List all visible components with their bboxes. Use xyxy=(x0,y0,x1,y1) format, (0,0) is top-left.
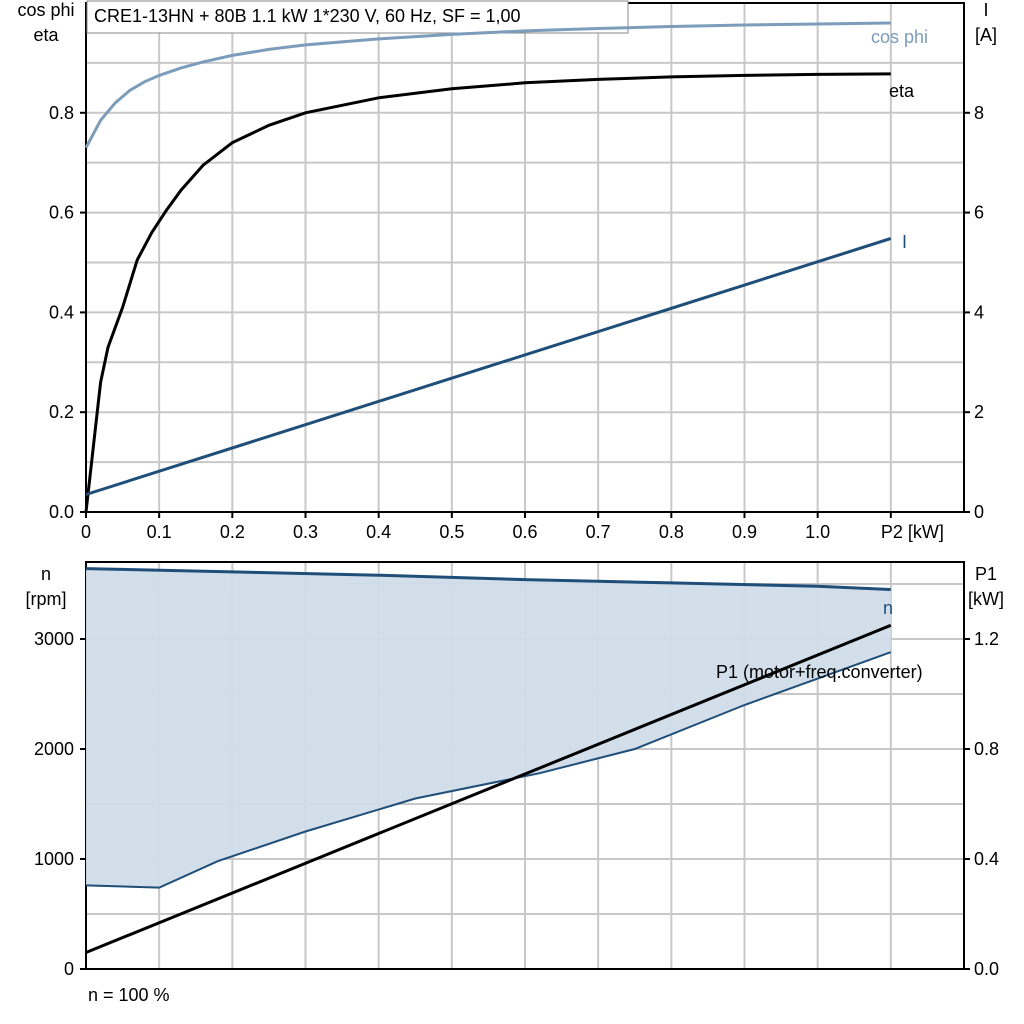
y-left-axis-label: n xyxy=(41,564,51,584)
series-label-eta: eta xyxy=(889,81,915,101)
x-tick-label: 0 xyxy=(81,522,91,542)
y-left-tick-label: 0.6 xyxy=(49,203,74,223)
series-line-n xyxy=(85,567,891,591)
y-left-tick-label: 3000 xyxy=(34,629,74,649)
x-tick-label: 0.7 xyxy=(586,522,611,542)
y-right-tick-label: 6 xyxy=(974,203,984,223)
y-right-axis-unit: [A] xyxy=(975,25,997,45)
x-tick-label: 0.6 xyxy=(512,522,537,542)
y-left-tick-label: 0.4 xyxy=(49,302,74,322)
y-left-tick-label: 2000 xyxy=(34,739,74,759)
y-right-axis-unit: [kW] xyxy=(968,589,1004,609)
y-left-tick-label: 0.8 xyxy=(49,103,74,123)
x-tick-label: 1.0 xyxy=(805,522,830,542)
y-left-tick-label: 1000 xyxy=(34,849,74,869)
y-right-tick-label: 4 xyxy=(974,302,984,322)
y-left-tick-label: 0.0 xyxy=(49,502,74,522)
y-right-tick-label: 0 xyxy=(974,502,984,522)
range-lower-boundary-line xyxy=(85,651,892,889)
series-label-P1: P1 (motor+freq.converter) xyxy=(716,662,923,682)
chart-title: CRE1-13HN + 80B 1.1 kW 1*230 V, 60 Hz, S… xyxy=(94,6,521,26)
y-right-tick-label: 1.2 xyxy=(974,629,999,649)
y-right-axis-label: P1 xyxy=(975,564,997,584)
y-right-axis-label: I xyxy=(983,0,988,20)
x-axis-label: P2 [kW] xyxy=(881,522,944,542)
y-left-axis-unit: eta xyxy=(33,25,59,45)
y-left-axis-unit: [rpm] xyxy=(25,589,66,609)
series-line-cos-phi xyxy=(84,21,891,149)
x-tick-label: 0.1 xyxy=(147,522,172,542)
speed-footnote: n = 100 % xyxy=(88,985,170,1005)
series-line-I xyxy=(85,237,892,496)
y-right-tick-label: 0.4 xyxy=(974,849,999,869)
y-left-tick-label: 0 xyxy=(64,959,74,979)
x-tick-label: 0.5 xyxy=(439,522,464,542)
series-line-P1 xyxy=(85,623,892,954)
series-line-eta xyxy=(84,72,891,513)
y-left-tick-label: 0.2 xyxy=(49,402,74,422)
operating-range-area xyxy=(86,568,891,888)
y-right-tick-label: 8 xyxy=(974,103,984,123)
y-right-tick-label: 0.8 xyxy=(974,739,999,759)
x-tick-label: 0.9 xyxy=(732,522,757,542)
x-tick-label: 0.3 xyxy=(293,522,318,542)
y-left-axis-label: cos phi xyxy=(17,0,74,20)
x-tick-label: 0.2 xyxy=(220,522,245,542)
x-tick-label: 0.8 xyxy=(659,522,684,542)
series-label-n: n xyxy=(883,598,893,618)
x-tick-label: 0.4 xyxy=(366,522,391,542)
y-right-tick-label: 2 xyxy=(974,402,984,422)
y-right-tick-label: 0.0 xyxy=(974,959,999,979)
title-box xyxy=(86,0,629,34)
series-label-I: I xyxy=(902,232,907,252)
series-label-cos-phi: cos phi xyxy=(871,27,928,47)
